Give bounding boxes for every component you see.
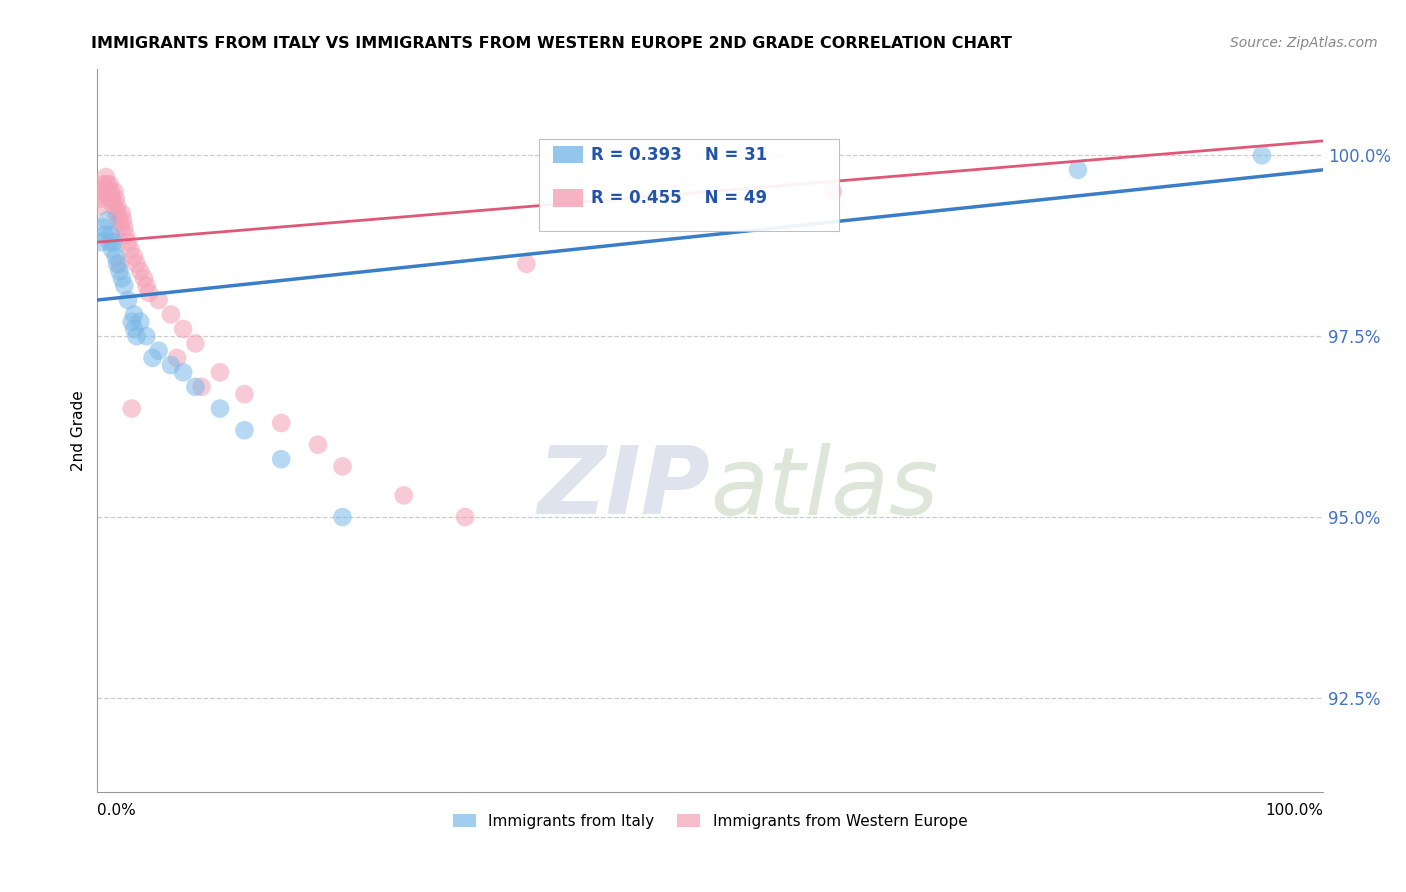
Text: 0.0%: 0.0% bbox=[97, 803, 136, 818]
Point bbox=[112, 213, 135, 227]
Point bbox=[141, 351, 163, 365]
Point bbox=[90, 192, 112, 206]
Point bbox=[125, 329, 148, 343]
Point bbox=[112, 220, 135, 235]
Point bbox=[332, 459, 354, 474]
Point bbox=[515, 257, 537, 271]
Point bbox=[1250, 148, 1272, 162]
Point bbox=[233, 423, 256, 437]
Point bbox=[270, 416, 292, 430]
Point bbox=[122, 322, 145, 336]
Point bbox=[117, 293, 139, 307]
Point bbox=[121, 401, 143, 416]
Point bbox=[184, 336, 207, 351]
Point bbox=[91, 185, 114, 199]
Point bbox=[208, 365, 231, 379]
Point bbox=[122, 308, 145, 322]
Point bbox=[121, 315, 143, 329]
Point bbox=[108, 257, 131, 271]
Point bbox=[160, 358, 183, 372]
Legend: Immigrants from Italy, Immigrants from Western Europe: Immigrants from Italy, Immigrants from W… bbox=[447, 807, 973, 835]
Point bbox=[1067, 162, 1090, 177]
Text: Source: ZipAtlas.com: Source: ZipAtlas.com bbox=[1230, 36, 1378, 50]
Point bbox=[132, 271, 155, 285]
Point bbox=[97, 185, 120, 199]
Point bbox=[138, 285, 160, 300]
Point bbox=[98, 192, 121, 206]
Point bbox=[101, 243, 124, 257]
Point bbox=[101, 192, 124, 206]
Point bbox=[184, 380, 207, 394]
Point bbox=[90, 235, 112, 249]
Point bbox=[307, 438, 329, 452]
Point bbox=[103, 199, 125, 213]
Point bbox=[93, 227, 115, 242]
Point bbox=[100, 227, 122, 242]
Point bbox=[172, 365, 194, 379]
Point bbox=[94, 169, 117, 184]
Point bbox=[93, 178, 115, 192]
Point bbox=[114, 227, 136, 242]
Point bbox=[166, 351, 188, 365]
Point bbox=[122, 250, 145, 264]
Text: ZIP: ZIP bbox=[537, 442, 710, 534]
Y-axis label: 2nd Grade: 2nd Grade bbox=[72, 390, 86, 471]
Point bbox=[108, 264, 131, 278]
Point bbox=[96, 213, 118, 227]
Point bbox=[98, 178, 121, 192]
Point bbox=[125, 257, 148, 271]
Point bbox=[110, 220, 132, 235]
FancyBboxPatch shape bbox=[554, 146, 582, 163]
Point bbox=[129, 264, 152, 278]
Text: atlas: atlas bbox=[710, 442, 938, 533]
Point bbox=[104, 250, 127, 264]
Point bbox=[107, 206, 129, 220]
Point bbox=[96, 178, 118, 192]
Point bbox=[270, 452, 292, 467]
Point bbox=[148, 293, 170, 307]
Point bbox=[105, 199, 128, 213]
Point bbox=[89, 199, 111, 213]
FancyBboxPatch shape bbox=[538, 138, 839, 231]
Point bbox=[120, 243, 142, 257]
Point bbox=[103, 185, 125, 199]
Point bbox=[93, 220, 115, 235]
Point bbox=[454, 510, 477, 524]
Point bbox=[112, 278, 135, 293]
Point bbox=[148, 343, 170, 358]
Point bbox=[104, 192, 127, 206]
Point bbox=[172, 322, 194, 336]
Point bbox=[190, 380, 212, 394]
Point bbox=[111, 206, 134, 220]
Point bbox=[103, 235, 125, 249]
Point bbox=[93, 185, 115, 199]
Point bbox=[135, 329, 157, 343]
Point bbox=[821, 185, 844, 199]
Point bbox=[208, 401, 231, 416]
Text: 100.0%: 100.0% bbox=[1265, 803, 1323, 818]
Point bbox=[129, 315, 152, 329]
Text: R = 0.393    N = 31: R = 0.393 N = 31 bbox=[592, 145, 768, 163]
Point bbox=[108, 213, 131, 227]
Point bbox=[135, 278, 157, 293]
Point bbox=[100, 185, 122, 199]
Point bbox=[117, 235, 139, 249]
Point bbox=[392, 488, 415, 502]
Text: IMMIGRANTS FROM ITALY VS IMMIGRANTS FROM WESTERN EUROPE 2ND GRADE CORRELATION CH: IMMIGRANTS FROM ITALY VS IMMIGRANTS FROM… bbox=[91, 36, 1012, 51]
Point bbox=[98, 235, 121, 249]
FancyBboxPatch shape bbox=[554, 189, 582, 207]
Point bbox=[105, 257, 128, 271]
Point bbox=[332, 510, 354, 524]
Point bbox=[233, 387, 256, 401]
Text: R = 0.455    N = 49: R = 0.455 N = 49 bbox=[592, 189, 768, 207]
Point bbox=[160, 308, 183, 322]
Point bbox=[104, 206, 127, 220]
Point bbox=[111, 271, 134, 285]
